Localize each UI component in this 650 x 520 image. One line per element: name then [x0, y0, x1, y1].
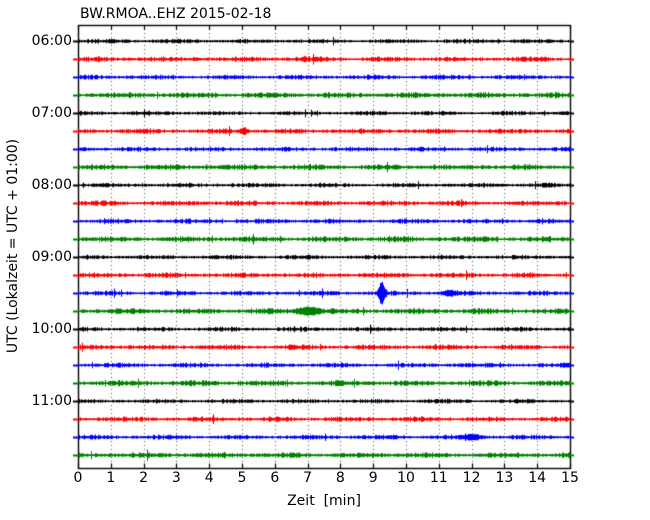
x-tick-label: 1 [106, 470, 116, 486]
x-tick-label: 5 [237, 470, 247, 486]
x-tick-label: 11 [429, 470, 448, 486]
x-tick-label: 8 [335, 470, 345, 486]
y-tick-label-hour: 07:00 [31, 105, 72, 121]
x-tick-label: 14 [528, 470, 547, 486]
y-tick-label-hour: 11:00 [31, 393, 72, 409]
y-tick-label-hour: 10:00 [31, 321, 72, 337]
x-tick-label: 3 [171, 470, 181, 486]
x-tick-label: 2 [139, 470, 149, 486]
x-tick-label: 13 [495, 470, 514, 486]
y-tick-label-hour: 08:00 [31, 177, 72, 193]
x-tick-label: 10 [397, 470, 415, 486]
x-tick-label: 7 [303, 470, 313, 486]
x-tick-label: 0 [73, 470, 83, 486]
x-tick-label: 9 [368, 470, 378, 486]
x-tick-label: 4 [204, 470, 214, 486]
y-tick-label-hour: 09:00 [31, 249, 72, 265]
x-tick-label: 15 [561, 470, 579, 486]
chart-title: BW.RMOA..EHZ 2015-02-18 [80, 6, 272, 22]
y-tick-label-hour: 06:00 [31, 33, 72, 49]
x-tick-label: 12 [462, 470, 481, 486]
x-axis-label: Zeit [min] [287, 493, 361, 509]
x-tick-label: 6 [270, 470, 280, 486]
